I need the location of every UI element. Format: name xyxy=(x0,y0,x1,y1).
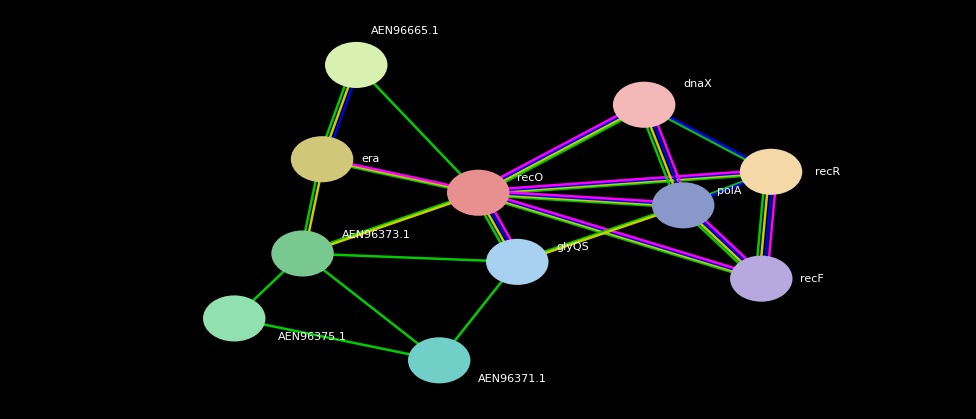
Ellipse shape xyxy=(408,337,470,383)
Text: era: era xyxy=(361,154,380,164)
Text: recF: recF xyxy=(800,274,824,284)
Ellipse shape xyxy=(203,295,265,341)
Text: AEN96373.1: AEN96373.1 xyxy=(342,230,411,240)
Text: glyQS: glyQS xyxy=(556,242,590,252)
Text: recO: recO xyxy=(517,173,544,183)
Text: AEN96665.1: AEN96665.1 xyxy=(371,26,439,36)
Ellipse shape xyxy=(325,42,387,88)
Ellipse shape xyxy=(291,136,353,182)
Ellipse shape xyxy=(271,230,334,277)
Ellipse shape xyxy=(740,149,802,195)
Ellipse shape xyxy=(447,170,509,216)
Ellipse shape xyxy=(486,239,549,285)
Ellipse shape xyxy=(652,182,714,228)
Text: recR: recR xyxy=(815,167,840,177)
Text: AEN96375.1: AEN96375.1 xyxy=(278,332,347,342)
Text: polA: polA xyxy=(717,186,742,196)
Text: dnaX: dnaX xyxy=(683,79,712,89)
Ellipse shape xyxy=(730,256,793,302)
Ellipse shape xyxy=(613,82,675,128)
Text: AEN96371.1: AEN96371.1 xyxy=(478,374,548,384)
